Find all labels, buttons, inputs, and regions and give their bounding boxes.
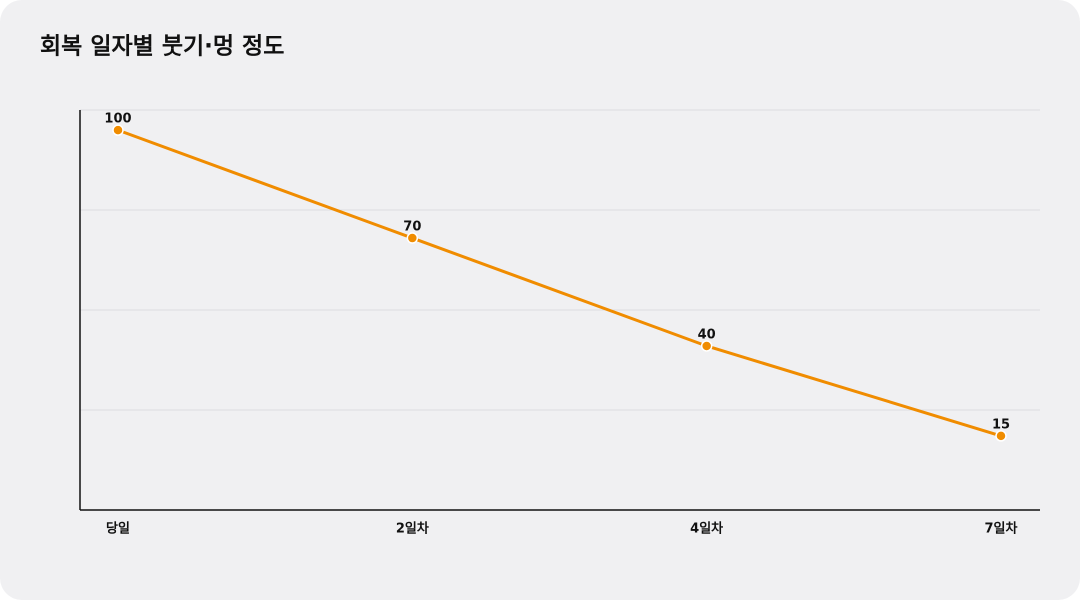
chart-title: 회복 일자별 붓기·멍 정도: [40, 34, 284, 60]
x-tick-label: 4일차: [690, 521, 723, 537]
value-label: 100: [104, 112, 131, 127]
point: [995, 430, 1007, 442]
point: [406, 232, 419, 244]
value-label: 40: [698, 327, 716, 342]
value-label: 15: [992, 417, 1010, 432]
value-label: 70: [403, 220, 421, 235]
point: [700, 340, 713, 352]
x-tick-label: 2일차: [396, 521, 429, 537]
x-tick-label: 7일차: [985, 521, 1018, 537]
x-tick-label: 당일: [106, 521, 130, 537]
line: [117, 128, 1002, 438]
point: [112, 124, 124, 136]
